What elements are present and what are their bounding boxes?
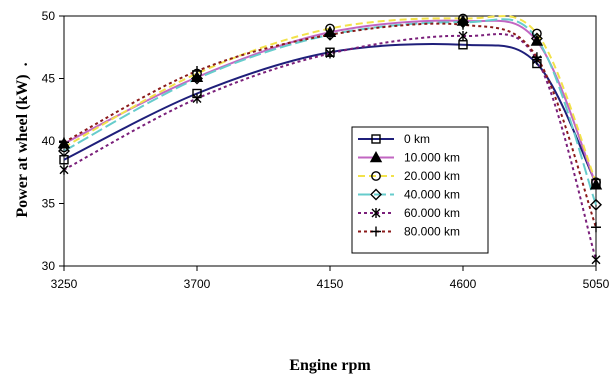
plus-marker — [192, 66, 202, 76]
diamond-marker — [370, 188, 382, 201]
legend-label-4: 60.000 km — [404, 206, 460, 220]
series-points-5 — [59, 19, 601, 233]
marker-layer — [57, 13, 603, 265]
triangle-marker — [589, 178, 603, 190]
diamond-marker — [530, 32, 543, 45]
x-tick-label: 5050 — [583, 277, 610, 291]
triangle-marker — [369, 151, 383, 163]
asterisk-marker — [192, 93, 202, 104]
series-line-4 — [63, 33, 597, 261]
y-axis-title: Power at wheel (kW). — [14, 62, 31, 217]
series-line-2 — [63, 15, 597, 183]
square-marker — [371, 134, 381, 144]
circle-marker — [371, 171, 381, 181]
diamond-marker — [191, 72, 203, 85]
x-axis-title: Engine rpm — [289, 357, 371, 374]
y-tick-label: 35 — [42, 197, 56, 211]
plus-marker — [59, 137, 69, 148]
asterisk-marker — [591, 254, 601, 265]
y-axis: 30 35 40 45 50 — [42, 9, 64, 273]
x-tick-label: 3700 — [184, 277, 211, 291]
legend-label-3: 40.000 km — [404, 188, 460, 202]
asterisk-marker — [371, 208, 381, 218]
plus-marker — [371, 226, 381, 237]
legend-label-0: 0 km — [404, 132, 430, 146]
plus-marker — [531, 52, 542, 63]
x-axis: 3250 3700 4150 4600 5050 — [51, 266, 610, 291]
y-axis-title-suffix: . — [14, 62, 31, 66]
y-tick-label: 40 — [42, 134, 56, 148]
asterisk-marker — [325, 48, 335, 59]
circle-marker — [531, 28, 542, 39]
y-axis-title-text: Power at wheel (kW) — [14, 74, 31, 217]
y-tick-label: 50 — [42, 9, 56, 23]
plus-marker — [458, 19, 468, 30]
asterisk-marker — [458, 31, 468, 41]
series-points-4 — [59, 31, 601, 265]
legend-label-2: 20.000 km — [404, 169, 460, 183]
diamond-marker — [58, 145, 70, 157]
asterisk-marker — [59, 164, 69, 175]
y-tick-label: 45 — [42, 72, 56, 86]
plus-marker — [325, 29, 335, 40]
series-line-0 — [63, 42, 597, 184]
legend: 0 km 10.000 km 20.000 km 40.000 km 60.000 km… — [351, 126, 489, 254]
x-tick-label: 4600 — [450, 277, 477, 291]
series-layer — [63, 15, 597, 261]
series-line-3 — [63, 18, 597, 206]
x-tick-label: 3250 — [51, 277, 78, 291]
x-tick-label: 4150 — [317, 277, 344, 291]
diamond-marker — [590, 198, 602, 211]
circle-marker — [591, 177, 601, 188]
plus-marker — [591, 222, 601, 233]
legend-label-1: 10.000 km — [404, 151, 460, 165]
legend-label-5: 80.000 km — [404, 225, 460, 239]
y-tick-label: 30 — [42, 259, 56, 273]
